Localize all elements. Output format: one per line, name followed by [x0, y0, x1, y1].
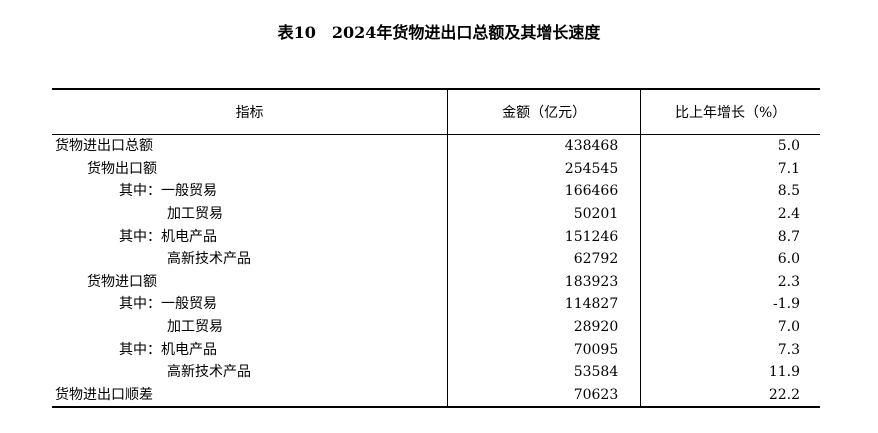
table-row: 加工贸易 50201 2.4: [52, 202, 820, 226]
row-label: 高新技术产品: [167, 251, 251, 268]
row-label: 货物进出口总额: [55, 138, 153, 155]
header-row: 指标 金额（亿元） 比上年增长（%）: [52, 89, 820, 135]
table-row: 货物进出口顺差 70623 22.2: [52, 383, 820, 408]
table-row: 其中：机电产品 151246 8.7: [52, 225, 820, 248]
row-growth: 7.1: [640, 157, 820, 181]
table-title-text: 2024年货物进出口总额及其增长速度: [331, 23, 601, 42]
row-growth: 2.4: [640, 202, 820, 226]
row-amount: 183923: [447, 270, 641, 294]
row-growth: 7.0: [640, 315, 820, 339]
row-growth: 5.0: [640, 134, 820, 158]
row-label: 加工贸易: [167, 319, 223, 336]
row-growth: 2.3: [640, 270, 820, 294]
row-label: 其中：机电产品: [119, 228, 217, 245]
row-amount: 114827: [447, 293, 641, 316]
table-row: 其中：一般贸易 166466 8.5: [52, 180, 820, 203]
row-label: 高新技术产品: [167, 364, 251, 381]
table-number: 表10: [277, 23, 316, 42]
row-label: 其中：一般贸易: [119, 296, 217, 313]
row-label: 其中：一般贸易: [119, 183, 217, 200]
header-amount: 金额（亿元）: [447, 89, 641, 135]
row-amount: 438468: [447, 134, 641, 158]
row-label: 货物进口额: [87, 273, 157, 290]
table-row: 其中：机电产品 70095 7.3: [52, 338, 820, 361]
table-row: 货物进出口总额 438468 5.0: [52, 134, 820, 158]
row-amount: 166466: [447, 180, 641, 203]
header-growth: 比上年增长（%）: [640, 89, 820, 135]
row-amount: 62792: [447, 247, 641, 271]
table-row: 其中：一般贸易 114827 -1.9: [52, 293, 820, 316]
row-growth: -1.9: [640, 293, 820, 316]
row-growth: 8.5: [640, 180, 820, 203]
table-row: 货物进口额 183923 2.3: [52, 270, 820, 294]
row-amount: 70623: [447, 383, 641, 408]
row-growth: 7.3: [640, 338, 820, 361]
row-amount: 70095: [447, 338, 641, 361]
row-amount: 28920: [447, 315, 641, 339]
table-row: 货物出口额 254545 7.1: [52, 157, 820, 181]
row-label: 货物进出口顺差: [55, 386, 153, 403]
header-indicator: 指标: [52, 89, 448, 135]
row-growth: 6.0: [640, 247, 820, 271]
row-amount: 53584: [447, 360, 641, 384]
trade-table: 指标 金额（亿元） 比上年增长（%） 货物进出口总额 438468 5.0 货物出口额…: [52, 88, 820, 409]
row-label: 货物出口额: [87, 160, 157, 177]
row-growth: 22.2: [640, 383, 820, 408]
table-row: 加工贸易 28920 7.0: [52, 315, 820, 339]
row-label: 加工贸易: [167, 206, 223, 223]
table-title: 表10 2024年货物进出口总额及其增长速度: [0, 19, 878, 43]
table-row: 高新技术产品 62792 6.0: [52, 247, 820, 271]
row-label: 其中：机电产品: [119, 341, 217, 358]
row-growth: 8.7: [640, 225, 820, 248]
row-growth: 11.9: [640, 360, 820, 384]
row-amount: 151246: [447, 225, 641, 248]
table-row: 高新技术产品 53584 11.9: [52, 360, 820, 384]
row-amount: 254545: [447, 157, 641, 181]
row-amount: 50201: [447, 202, 641, 226]
